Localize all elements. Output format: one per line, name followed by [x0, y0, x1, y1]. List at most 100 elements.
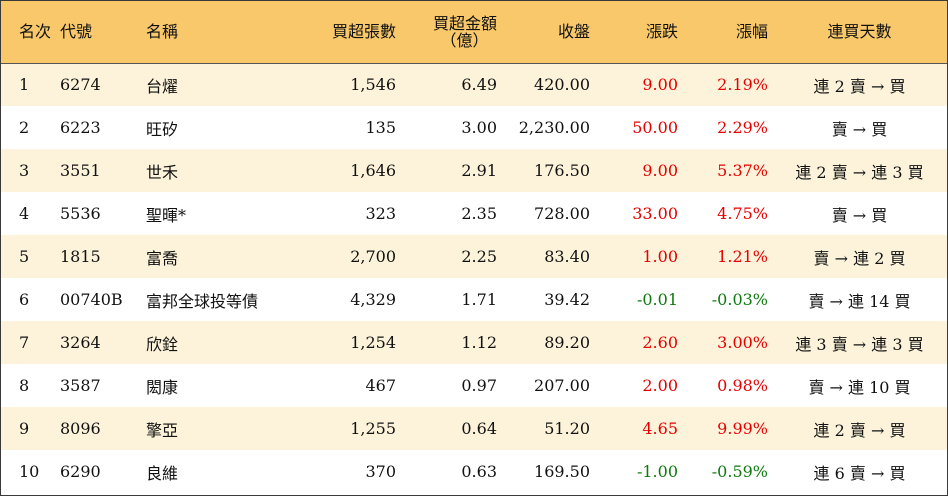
cell-net-lots: 135	[365, 118, 396, 137]
header-net-amount-line1: 買超金額	[432, 13, 497, 33]
cell-close: 176.50	[534, 161, 590, 180]
cell-buy-days: 連 2 賣 → 連 3 買	[795, 162, 924, 182]
table-row: 3 3551 世禾 1,646 2.91 176.50 9.00 5.37% 連 2 賣 → 連…	[1, 149, 947, 192]
cell-net-amount: 0.63	[461, 462, 497, 481]
cell-net-lots: 2,700	[350, 247, 396, 266]
cell-change: 1.00	[642, 247, 678, 266]
cell-net-lots: 370	[365, 462, 396, 481]
cell-net-lots: 4,329	[350, 290, 396, 309]
cell-net-amount: 2.91	[461, 161, 497, 180]
cell-name: 旺矽	[146, 119, 179, 139]
header-change: 漲跌	[592, 1, 682, 64]
cell-change-pct: 2.29%	[717, 118, 768, 137]
cell-name: 世禾	[146, 162, 179, 182]
table-row: 10 6290 良維 370 0.63 169.50 -1.00 -0.59% 連 6 賣 → …	[1, 450, 947, 493]
cell-change-pct: 4.75%	[717, 204, 768, 223]
cell-close: 169.50	[534, 462, 590, 481]
cell-change-pct: 3.00%	[717, 333, 768, 352]
cell-net-amount: 0.97	[461, 376, 497, 395]
cell-change: 2.60	[642, 333, 678, 352]
table-row: 8 3587 閎康 467 0.97 207.00 2.00 0.98% 賣 → 連 10 買	[1, 364, 947, 407]
table-body: 1 6274 台燿 1,546 6.49 420.00 9.00 2.19% 連 2 賣 → 買…	[1, 63, 947, 493]
cell-buy-days: 賣 → 買	[831, 119, 888, 139]
cell-change-pct: 0.98%	[717, 376, 768, 395]
cell-name: 聖暉*	[146, 205, 187, 225]
cell-code: 3551	[60, 161, 101, 180]
header-change-pct: 漲幅	[682, 1, 772, 64]
cell-close: 207.00	[534, 376, 590, 395]
cell-name: 台燿	[146, 76, 179, 96]
cell-name: 閎康	[146, 377, 179, 397]
cell-change: 9.00	[642, 75, 678, 95]
cell-change-pct: -0.59%	[711, 462, 768, 481]
cell-code: 6290	[60, 462, 101, 481]
header-net-amount-line2: （億）	[440, 30, 489, 50]
header-rank: 名次	[1, 1, 56, 64]
cell-buy-days: 連 2 賣 → 買	[813, 76, 906, 96]
cell-close: 420.00	[534, 75, 590, 95]
cell-name: 富邦全球投等債	[146, 291, 259, 311]
cell-net-amount: 2.25	[461, 247, 497, 266]
cell-buy-days: 賣 → 連 2 買	[813, 248, 906, 268]
table-row: 2 6223 旺矽 135 3.00 2,230.00 50.00 2.29% 賣 → 買	[1, 106, 947, 149]
cell-net-lots: 1,646	[350, 161, 396, 180]
cell-buy-days: 賣 → 連 14 買	[808, 291, 911, 311]
cell-rank: 8	[19, 376, 30, 395]
cell-change: 50.00	[632, 118, 678, 137]
cell-buy-days: 連 6 賣 → 買	[813, 463, 906, 483]
cell-change-pct: -0.03%	[711, 290, 768, 309]
cell-net-amount: 0.64	[461, 419, 497, 438]
cell-change: 33.00	[632, 204, 678, 223]
cell-change: 4.65	[642, 419, 678, 438]
cell-net-amount: 3.00	[461, 118, 497, 137]
cell-code: 1815	[60, 247, 101, 266]
cell-buy-days: 賣 → 連 10 買	[808, 377, 911, 397]
cell-close: 83.40	[544, 247, 590, 266]
header-net-amount: 買超金額 （億）	[402, 1, 501, 64]
table-row: 6 00740B 富邦全球投等債 4,329 1.71 39.42 -0.01 -0.03% 賣…	[1, 278, 947, 321]
cell-net-lots: 1,546	[350, 75, 396, 95]
cell-change: 9.00	[642, 161, 678, 180]
table-row: 5 1815 富喬 2,700 2.25 83.40 1.00 1.21% 賣 → 連 2 買	[1, 235, 947, 278]
cell-change-pct: 1.21%	[717, 247, 768, 266]
cell-code: 5536	[60, 204, 101, 223]
table-row: 1 6274 台燿 1,546 6.49 420.00 9.00 2.19% 連 2 賣 → 買	[1, 63, 947, 106]
cell-net-amount: 1.71	[461, 290, 497, 309]
header-row: 名次 代號 名稱 買超張數 買超金額 （億） 收盤 漲跌 漲幅 連買天數	[1, 1, 947, 64]
cell-net-amount: 1.12	[461, 333, 497, 352]
cell-change: -0.01	[636, 290, 678, 309]
cell-rank: 10	[19, 462, 40, 481]
cell-change-pct: 9.99%	[717, 419, 768, 438]
cell-code: 6223	[60, 118, 101, 137]
cell-code: 8096	[60, 419, 101, 438]
cell-close: 51.20	[544, 419, 590, 438]
header-close: 收盤	[501, 1, 592, 64]
cell-code: 3587	[60, 376, 101, 395]
table-row: 4 5536 聖暉* 323 2.35 728.00 33.00 4.75% 賣 → 買	[1, 192, 947, 235]
cell-close: 39.42	[544, 290, 590, 309]
cell-rank: 9	[19, 419, 30, 438]
cell-name: 擎亞	[146, 420, 179, 440]
cell-change: 2.00	[642, 376, 678, 395]
header-net-lots: 買超張數	[296, 1, 402, 64]
cell-rank: 3	[19, 161, 30, 180]
cell-rank: 2	[19, 118, 30, 137]
header-name: 名稱	[141, 1, 296, 64]
cell-net-lots: 1,254	[350, 333, 396, 352]
cell-buy-days: 賣 → 買	[831, 205, 888, 225]
cell-change: -1.00	[636, 462, 678, 481]
cell-name: 欣銓	[146, 334, 179, 354]
cell-net-lots: 1,255	[350, 419, 396, 438]
cell-code: 00740B	[60, 290, 123, 309]
cell-rank: 4	[19, 204, 30, 223]
cell-change-pct: 5.37%	[717, 161, 768, 180]
cell-net-lots: 323	[365, 204, 396, 223]
cell-net-lots: 467	[365, 376, 396, 395]
cell-rank: 7	[19, 333, 30, 352]
cell-name: 良維	[146, 463, 179, 483]
cell-name: 富喬	[146, 248, 179, 268]
cell-change-pct: 2.19%	[717, 75, 768, 95]
table-row: 7 3264 欣銓 1,254 1.12 89.20 2.60 3.00% 連 3 賣 → 連 …	[1, 321, 947, 364]
